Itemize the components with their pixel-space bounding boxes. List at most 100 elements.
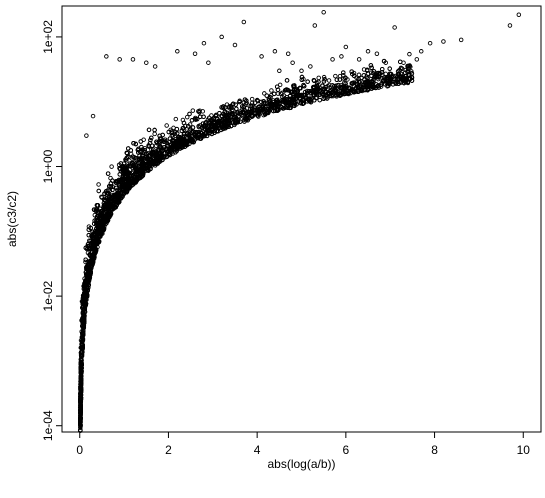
scatter-point (351, 83, 357, 89)
scatter-point (145, 157, 151, 162)
scatter-point (317, 97, 323, 103)
scatter-point (117, 185, 123, 190)
scatter-point (153, 161, 159, 166)
scatter-point (149, 135, 154, 141)
scatter-point (104, 204, 109, 209)
scatter-point (105, 171, 111, 176)
scatter-point (292, 103, 297, 109)
scatter-point (369, 65, 374, 71)
scatter-point (192, 116, 198, 122)
scatter-point (200, 121, 206, 126)
scatter-point (78, 413, 83, 418)
scatter-point (305, 79, 310, 84)
scatter-point (82, 294, 87, 299)
scatter-point (91, 241, 96, 247)
scatter-point (91, 207, 97, 212)
scatter-point (184, 114, 190, 120)
scatter-point (300, 98, 306, 103)
scatter-point (93, 232, 98, 237)
scatter-point (290, 60, 295, 65)
scatter-point (94, 218, 99, 224)
scatter-point (291, 83, 296, 88)
scatter-point (252, 100, 258, 105)
scatter-point (188, 126, 193, 132)
scatter-point (401, 80, 407, 86)
scatter-point (148, 137, 153, 143)
scatter-point (365, 87, 370, 93)
scatter-point (371, 69, 377, 74)
scatter-point (187, 111, 192, 117)
scatter-point (78, 386, 84, 391)
scatter-point (507, 23, 513, 28)
scatter-point (194, 116, 200, 122)
scatter-point (201, 40, 207, 46)
scatter-point (222, 120, 227, 125)
scatter-point (325, 84, 330, 89)
scatter-point (396, 81, 401, 86)
scatter-point (364, 67, 370, 73)
scatter-point (326, 91, 332, 96)
scatter-point (254, 97, 260, 103)
scatter-point (197, 114, 203, 120)
scatter-point (334, 77, 340, 83)
scatter-point (138, 139, 144, 144)
y-tick-label: 1e-02 (41, 280, 55, 311)
scatter-point (98, 213, 103, 219)
scatter-point (83, 245, 89, 251)
scatter-point (179, 137, 185, 142)
scatter-point (181, 134, 187, 139)
scatter-point (257, 104, 262, 109)
scatter-point (226, 124, 232, 129)
scatter-point (192, 51, 198, 56)
scatter-point (78, 378, 84, 383)
scatter-point (343, 81, 348, 86)
scatter-point (123, 168, 128, 174)
scatter-point (232, 42, 238, 48)
scatter-point (380, 78, 386, 84)
scatter-point (180, 125, 186, 131)
scatter-point (368, 63, 374, 68)
scatter-point (253, 108, 258, 113)
scatter-point (306, 89, 312, 94)
scatter-point (148, 157, 153, 163)
scatter-point (233, 117, 239, 122)
scatter-point (190, 108, 196, 113)
scatter-point (130, 154, 136, 159)
scatter-point (152, 64, 158, 69)
scatter-point (109, 164, 114, 169)
scatter-point (269, 88, 274, 93)
scatter-point (285, 105, 290, 110)
scatter-point (89, 259, 95, 265)
scatter-point (87, 262, 92, 268)
scatter-point (219, 34, 224, 40)
scatter-point (409, 75, 415, 81)
scatter-point (206, 60, 211, 65)
scatter-point (339, 54, 344, 59)
scatter-point (121, 191, 126, 197)
scatter-point (333, 88, 339, 94)
scatter-point (262, 100, 268, 106)
scatter-point (108, 208, 113, 213)
scatter-point (387, 66, 392, 71)
scatter-point (122, 174, 128, 179)
scatter-point (106, 195, 112, 200)
scatter-point (181, 120, 187, 126)
scatter-point (298, 101, 304, 106)
scatter-point (84, 265, 89, 271)
scatter-point (78, 406, 83, 412)
scatter-point (378, 82, 384, 87)
scatter-point (384, 80, 390, 86)
scatter-point (129, 160, 135, 166)
scatter-point (79, 341, 85, 347)
scatter-point (278, 91, 284, 97)
scatter-point (192, 133, 198, 138)
scatter-point (78, 428, 83, 433)
scatter-point (249, 114, 255, 119)
scatter-point (152, 156, 157, 162)
scatter-point (139, 174, 144, 179)
scatter-point (226, 105, 232, 110)
scatter-point (78, 416, 83, 421)
scatter-point (90, 236, 95, 241)
x-axis: 0 2 4 6 8 10 (76, 432, 530, 457)
scatter-point (152, 127, 157, 133)
